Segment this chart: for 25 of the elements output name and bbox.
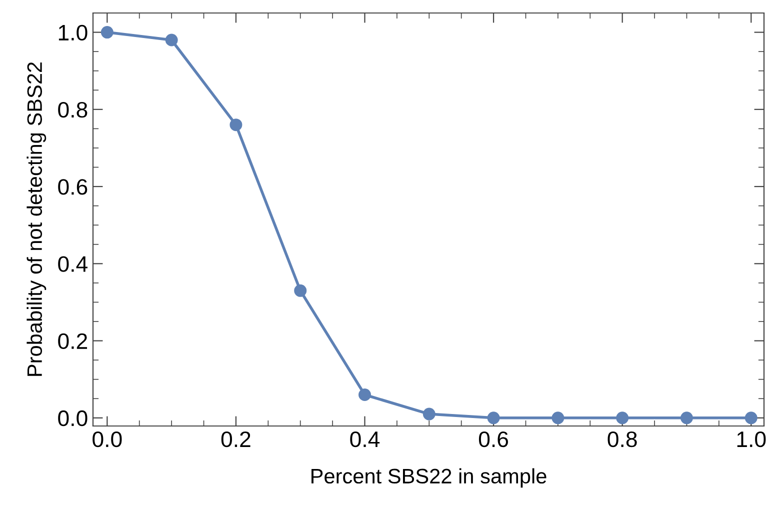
point <box>422 408 436 420</box>
x-tick-label: 0.6 <box>478 431 508 448</box>
point <box>230 118 242 132</box>
y-axis-title: Probability of not detecting SBS22 <box>26 62 46 376</box>
x-tick-label: 0.0 <box>92 431 122 448</box>
x-tick-label: 0.2 <box>221 431 250 448</box>
x-tick-label: 1.0 <box>737 431 766 448</box>
point <box>165 34 178 46</box>
x-tick-label: 0.8 <box>608 431 637 448</box>
point <box>552 412 564 424</box>
x-axis-title: Percent SBS22 in sample <box>312 468 546 488</box>
y-tick-label: 0.2 <box>58 333 88 350</box>
y-tick-label: 0.4 <box>58 256 88 272</box>
point <box>680 412 693 424</box>
y-tick-label: 1.0 <box>58 24 88 41</box>
y-tick-label: 0.0 <box>58 410 88 426</box>
point <box>358 388 371 402</box>
point <box>100 26 114 39</box>
point <box>294 284 307 297</box>
point <box>744 412 758 424</box>
point <box>487 412 500 424</box>
x-tick-label: 0.4 <box>350 431 380 448</box>
point <box>616 412 629 424</box>
y-tick-label: 0.8 <box>58 102 88 118</box>
y-tick-label: 0.6 <box>58 179 88 195</box>
